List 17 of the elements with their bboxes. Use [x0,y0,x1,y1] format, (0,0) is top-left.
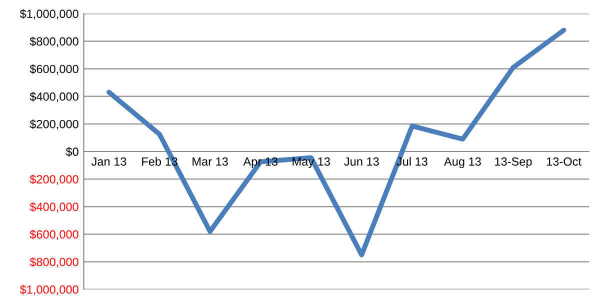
y-tick-label: $600,000 [30,64,78,75]
y-tick-label: $800,000 [30,36,78,47]
y-tick-label: $1,000,000 [20,9,78,20]
y-tick-label: $400,000 [30,92,78,102]
x-tick-label: Mar 13 [192,157,228,166]
y-tick-label: $0 [66,147,78,157]
y-tick-label: $800,000 [30,257,78,268]
x-tick-label: Jun 13 [344,157,379,166]
y-tick-label: $200,000 [30,119,78,130]
y-tick-label: $200,000 [30,174,78,185]
y-tick-label: $400,000 [30,202,78,212]
x-tick-label: Aug 13 [444,157,481,168]
y-tick-label: $600,000 [30,230,78,240]
x-tick-label: 13-Sep [495,157,532,168]
x-tick-label: Jan 13 [91,157,126,166]
x-tick-label: 13-Oct [546,157,582,166]
y-tick-label: $1,000,000 [20,284,78,296]
